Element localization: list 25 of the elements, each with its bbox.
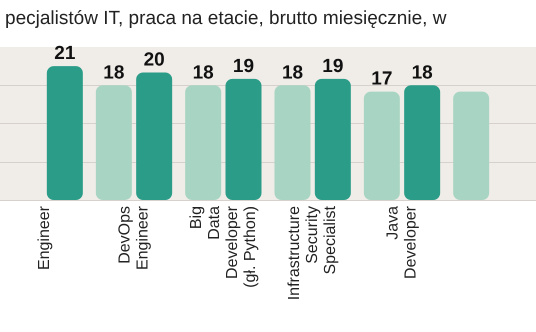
bar (96, 85, 132, 200)
bar (364, 92, 400, 200)
data-label: 18 (103, 62, 124, 84)
x-tick-label: Big Data Developer (gł. Python) (188, 205, 259, 288)
x-tick-label: Infrastructure Security Specialist (286, 205, 340, 300)
data-label: 17 (371, 68, 392, 90)
chart-title: pecjalistów IT, praca na etacie, brutto miesięcznie, w (5, 8, 447, 29)
data-label: 18 (192, 62, 214, 84)
bar (225, 78, 262, 200)
bar (314, 78, 351, 200)
data-label: 18 (412, 62, 433, 84)
bar (46, 66, 83, 200)
x-tick-label: Java Developer (384, 205, 420, 279)
x-tick-label: DevOps Engineer (116, 205, 152, 270)
x-tick-label: Engineer (36, 205, 54, 270)
bar (274, 85, 311, 200)
data-label: 20 (144, 50, 165, 70)
data-label: 19 (322, 56, 344, 77)
bar (185, 85, 222, 200)
bar (453, 92, 490, 200)
bar (136, 72, 172, 200)
data-label: 18 (282, 62, 304, 84)
data-label: 21 (54, 43, 76, 64)
bar (404, 85, 440, 200)
data-label: 19 (232, 56, 254, 77)
